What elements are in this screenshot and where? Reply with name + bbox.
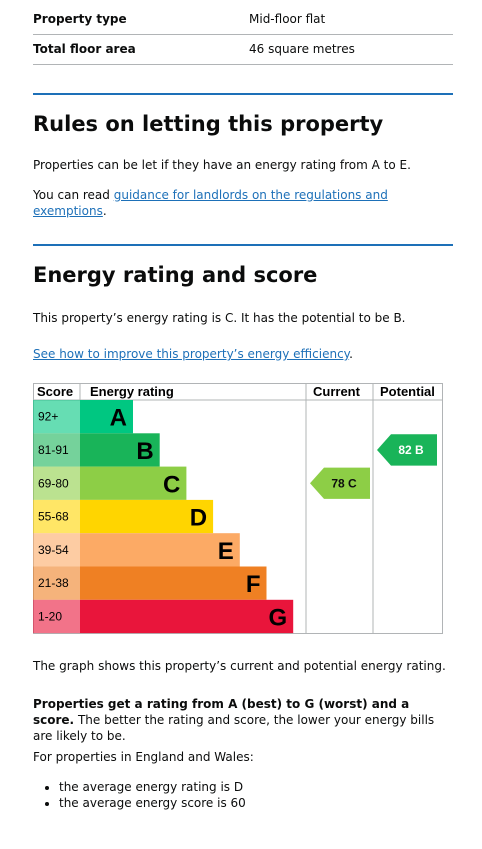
paragraph: Properties can be let if they have an en… xyxy=(33,158,411,172)
link[interactable]: guidance for landlords on the regulation… xyxy=(33,188,388,218)
current-value: 78 xyxy=(331,476,345,490)
current-label: 78 C xyxy=(331,476,357,490)
current-arrow xyxy=(310,467,370,499)
score-label: 81-91 xyxy=(38,443,69,457)
band-letter: C xyxy=(163,471,180,498)
band-bar xyxy=(80,599,294,634)
bullet: the average energy rating is D xyxy=(59,779,453,795)
potential-arrow xyxy=(377,434,437,466)
section-rule xyxy=(33,93,453,95)
text: . xyxy=(102,204,107,218)
score-label: 21-38 xyxy=(38,576,69,590)
current-band: C xyxy=(348,476,357,490)
column-header: Potential xyxy=(380,384,435,399)
paragraph: This property’s energy rating is C. It h… xyxy=(33,311,406,325)
potential-label: 82 B xyxy=(398,443,424,457)
band-bar xyxy=(80,499,214,534)
score-label: 55-68 xyxy=(38,510,69,524)
band-letter: B xyxy=(136,438,153,465)
summary-value: 46 square metres xyxy=(249,42,355,56)
bullet-list: the average energy rating is Dthe averag… xyxy=(33,779,453,811)
band-bar xyxy=(80,433,160,467)
band-bar xyxy=(80,400,133,434)
score-cell xyxy=(33,466,80,500)
divider xyxy=(33,64,453,65)
band-bar xyxy=(80,466,187,500)
score-cell xyxy=(33,400,80,434)
text: You can read xyxy=(33,188,114,202)
heading: Energy rating and score xyxy=(33,263,318,287)
paragraph: For properties in England and Wales: xyxy=(33,750,254,764)
paragraph: The graph shows this property’s current … xyxy=(33,659,446,673)
band-letter: E xyxy=(218,538,234,565)
band-letter: A xyxy=(110,405,127,432)
summary-value: Mid-floor flat xyxy=(249,12,326,26)
epc-chart: Score Energy rating Current Potential 92+ A 81… xyxy=(33,383,443,634)
paragraph: Properties get a rating from A (best) to… xyxy=(33,696,453,744)
score-cell xyxy=(33,599,80,634)
score-cell xyxy=(33,533,80,567)
potential-value: 82 xyxy=(398,443,412,457)
score-label: 92+ xyxy=(38,410,58,424)
bold-text: Properties get a rating from A (best) to… xyxy=(33,697,410,727)
text: . xyxy=(349,347,353,361)
column-header: Energy rating xyxy=(90,384,174,399)
link[interactable]: See how to improve this property’s energ… xyxy=(33,347,350,361)
score-label: 39-54 xyxy=(38,543,69,557)
score-label: 1-20 xyxy=(38,609,62,623)
summary-key: Total floor area xyxy=(33,42,136,56)
heading: Rules on letting this property xyxy=(33,112,384,136)
score-cell xyxy=(33,433,80,467)
score-cell xyxy=(33,566,80,600)
band-bar xyxy=(80,566,267,600)
column-header: Current xyxy=(313,384,361,399)
band-letter: D xyxy=(190,505,207,532)
section-rule xyxy=(33,244,453,246)
band-letter: G xyxy=(269,604,288,631)
divider xyxy=(33,34,453,35)
bullet: the average energy score is 60 xyxy=(59,795,453,811)
potential-band: B xyxy=(415,443,424,457)
paragraph: You can read guidance for landlords on t… xyxy=(33,187,453,219)
summary-key: Property type xyxy=(33,12,127,26)
column-header: Score xyxy=(37,384,73,399)
score-label: 69-80 xyxy=(38,476,69,490)
text: The better the rating and score, the low… xyxy=(33,713,435,743)
band-bar xyxy=(80,533,240,567)
score-cell xyxy=(33,499,80,534)
band-letter: F xyxy=(246,571,261,598)
